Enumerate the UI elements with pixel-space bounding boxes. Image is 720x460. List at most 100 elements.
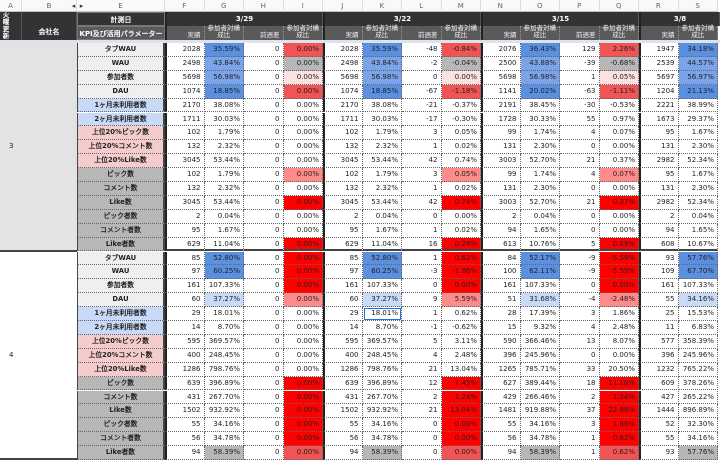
data-cell[interactable]: 21	[402, 404, 442, 419]
data-cell[interactable]: 94	[481, 223, 521, 238]
column-header-h[interactable]: H	[244, 0, 284, 12]
data-cell[interactable]: 21	[560, 154, 600, 169]
column-header-o[interactable]: O	[520, 0, 560, 12]
data-cell[interactable]: 0.00%	[599, 182, 639, 196]
data-cell[interactable]: 0.04%	[678, 209, 718, 224]
data-cell[interactable]: 0.04%	[520, 209, 560, 224]
data-cell[interactable]: 3003	[481, 154, 521, 169]
data-cell[interactable]: 25	[639, 307, 679, 321]
data-cell[interactable]: 0.62%	[599, 432, 639, 447]
data-cell[interactable]: 94	[639, 223, 679, 238]
data-cell[interactable]: 378.26%	[678, 376, 718, 391]
data-cell[interactable]: 2539	[639, 56, 679, 71]
data-cell[interactable]: 15	[481, 321, 521, 335]
data-cell[interactable]: 266.46%	[520, 390, 560, 405]
data-cell[interactable]: 8.70%	[362, 321, 402, 335]
data-cell[interactable]: 2221	[639, 98, 679, 113]
data-cell[interactable]: 1074	[165, 84, 205, 99]
data-cell[interactable]: 1.86%	[599, 418, 639, 433]
data-cell[interactable]: 400	[165, 348, 205, 363]
data-cell[interactable]: 102	[323, 168, 363, 182]
data-cell[interactable]: 0.00%	[283, 56, 323, 71]
data-cell[interactable]: 3003	[481, 195, 521, 210]
data-cell[interactable]: 34.16%	[362, 418, 402, 433]
data-cell[interactable]: 109	[639, 265, 679, 280]
data-cell[interactable]: 13.04%	[441, 362, 481, 377]
data-cell[interactable]: 2.26%	[599, 43, 639, 57]
data-cell[interactable]: 0.00%	[283, 446, 323, 460]
data-cell[interactable]: 2498	[165, 56, 205, 71]
data-cell[interactable]: 1	[402, 182, 442, 196]
data-cell[interactable]: 56.97%	[678, 70, 718, 85]
data-cell[interactable]: 20.50%	[599, 362, 639, 377]
data-cell[interactable]: 21	[560, 195, 600, 210]
data-cell[interactable]: 42	[402, 154, 442, 169]
data-cell[interactable]: 1711	[165, 112, 205, 127]
column-header-i[interactable]: I	[283, 0, 323, 12]
data-cell[interactable]: 0.02%	[441, 223, 481, 238]
data-cell[interactable]: 5.59%	[441, 293, 481, 308]
data-cell[interactable]: 2498	[323, 56, 363, 71]
data-cell[interactable]: 34.16%	[204, 418, 244, 433]
data-cell[interactable]: 0.00%	[283, 126, 323, 141]
data-cell[interactable]: -21	[402, 98, 442, 113]
data-cell[interactable]: 52.70%	[520, 195, 560, 210]
data-cell[interactable]: 131	[481, 140, 521, 155]
data-cell[interactable]: 94	[165, 446, 205, 460]
data-cell[interactable]: 0	[244, 43, 284, 57]
data-cell[interactable]: 0	[402, 209, 442, 224]
data-cell[interactable]: 1481	[481, 404, 521, 419]
data-cell[interactable]: 2028	[165, 43, 205, 57]
data-cell[interactable]: 34.78%	[520, 432, 560, 447]
data-cell[interactable]: 56.98%	[362, 70, 402, 85]
data-cell[interactable]: 58.39%	[362, 446, 402, 460]
data-cell[interactable]: 55	[639, 432, 679, 447]
data-cell[interactable]: 0	[244, 446, 284, 460]
data-cell[interactable]: 2500	[481, 56, 521, 71]
data-cell[interactable]: 131	[481, 182, 521, 196]
data-cell[interactable]: 0	[244, 307, 284, 321]
data-cell[interactable]: 245.96%	[520, 348, 560, 363]
data-cell[interactable]: 0.04%	[362, 209, 402, 224]
data-cell[interactable]: 38.45%	[520, 98, 560, 113]
column-header-j[interactable]: J	[323, 0, 363, 12]
data-cell[interactable]: 3	[560, 418, 600, 433]
data-cell[interactable]: 369.57%	[362, 334, 402, 349]
data-cell[interactable]: 639	[323, 376, 363, 391]
data-cell[interactable]: 84	[481, 251, 521, 266]
data-cell[interactable]: 4	[560, 168, 600, 182]
data-cell[interactable]: 2076	[481, 43, 521, 57]
data-cell[interactable]: 1.79%	[362, 126, 402, 141]
data-cell[interactable]: 0	[402, 432, 442, 447]
data-cell[interactable]: 28	[481, 307, 521, 321]
data-cell[interactable]: 0.37%	[599, 195, 639, 210]
data-cell[interactable]: 60.25%	[362, 265, 402, 280]
data-cell[interactable]: 427	[639, 390, 679, 405]
data-cell[interactable]: 53.44%	[204, 154, 244, 169]
data-cell[interactable]: -0.62%	[441, 321, 481, 335]
data-cell[interactable]: 1728	[481, 112, 521, 127]
data-cell[interactable]: 595	[323, 334, 363, 349]
data-cell[interactable]: 0.00%	[283, 376, 323, 391]
data-cell[interactable]: 9.32%	[520, 321, 560, 335]
data-cell[interactable]: 0.00%	[283, 195, 323, 210]
data-cell[interactable]: -1.86%	[441, 265, 481, 280]
data-cell[interactable]: 1502	[165, 404, 205, 419]
data-cell[interactable]: 14	[165, 321, 205, 335]
data-cell[interactable]: 0.00%	[283, 209, 323, 224]
data-cell[interactable]: 4	[560, 126, 600, 141]
data-cell[interactable]: 60.25%	[204, 265, 244, 280]
data-cell[interactable]: 34.18%	[678, 43, 718, 57]
data-cell[interactable]: 0	[402, 279, 442, 294]
data-cell[interactable]: 9	[402, 293, 442, 308]
data-cell[interactable]: 56	[481, 432, 521, 447]
data-cell[interactable]: 0.62%	[441, 307, 481, 321]
data-cell[interactable]: 30.03%	[362, 112, 402, 127]
data-cell[interactable]: 896.89%	[678, 404, 718, 419]
data-cell[interactable]: 60	[323, 293, 363, 308]
data-cell[interactable]: 11	[639, 321, 679, 335]
data-cell[interactable]: 37	[560, 404, 600, 419]
data-cell[interactable]: 2982	[639, 195, 679, 210]
data-cell[interactable]: 95	[323, 223, 363, 238]
data-cell[interactable]: 1673	[639, 112, 679, 127]
